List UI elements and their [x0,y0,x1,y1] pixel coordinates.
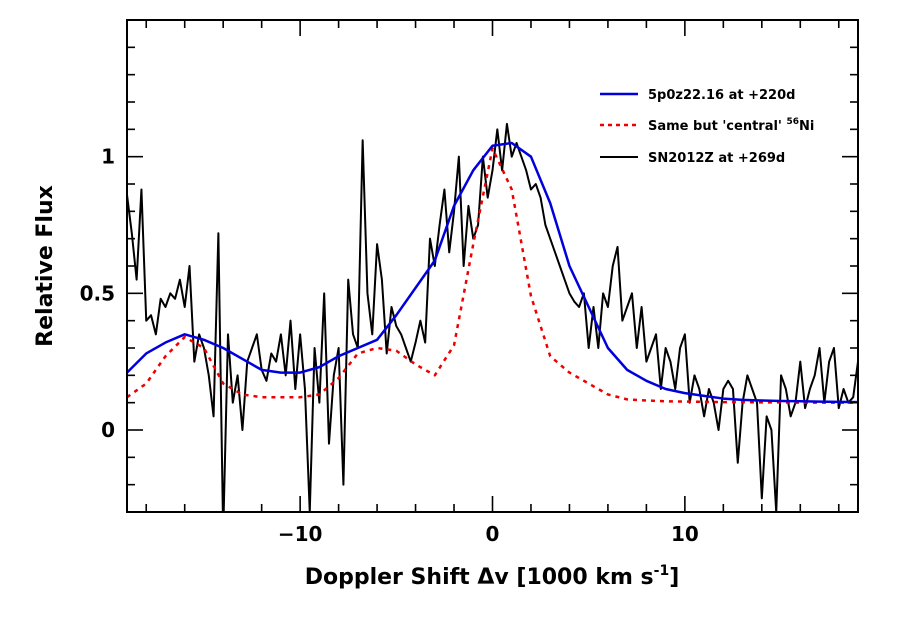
legend-label-central-ni-tail: Ni [799,119,814,134]
plot-frame [126,19,859,513]
y-tick-label: 1 [101,145,115,169]
x-axis-title: Doppler Shift Δv [1000 km s-1] [305,563,680,590]
x-axis-title-tail: ] [669,565,679,590]
y-tick-label: 0.5 [80,281,115,305]
legend-label-central-ni: Same but 'central' 56Ni [648,117,814,134]
series-layer [127,122,858,512]
x-tick-label: 0 [486,522,500,546]
series-line-central-ni [127,147,858,404]
tick-layer: −10 0 10 0 0.5 1 [80,20,858,546]
x-tick-label: −10 [278,522,323,546]
legend: 5p0z22.16 at +220d Same but 'central' 56… [600,88,814,166]
y-tick-label: 0 [101,418,115,442]
x-axis-title-sup: -1 [654,563,670,579]
legend-label-sn2012z: SN2012Z at +269d [648,151,785,166]
legend-label-model: 5p0z22.16 at +220d [648,88,795,103]
legend-label-central-ni-sup: 56 [786,117,799,127]
y-axis-title: Relative Flux [33,185,58,347]
x-tick-label: 10 [671,522,699,546]
x-axis-title-main: Doppler Shift Δv [1000 km s [305,565,654,590]
series-line-model [127,141,858,404]
legend-label-central-ni-main: Same but 'central' [648,119,786,134]
series-line-sn2012z [127,122,858,512]
